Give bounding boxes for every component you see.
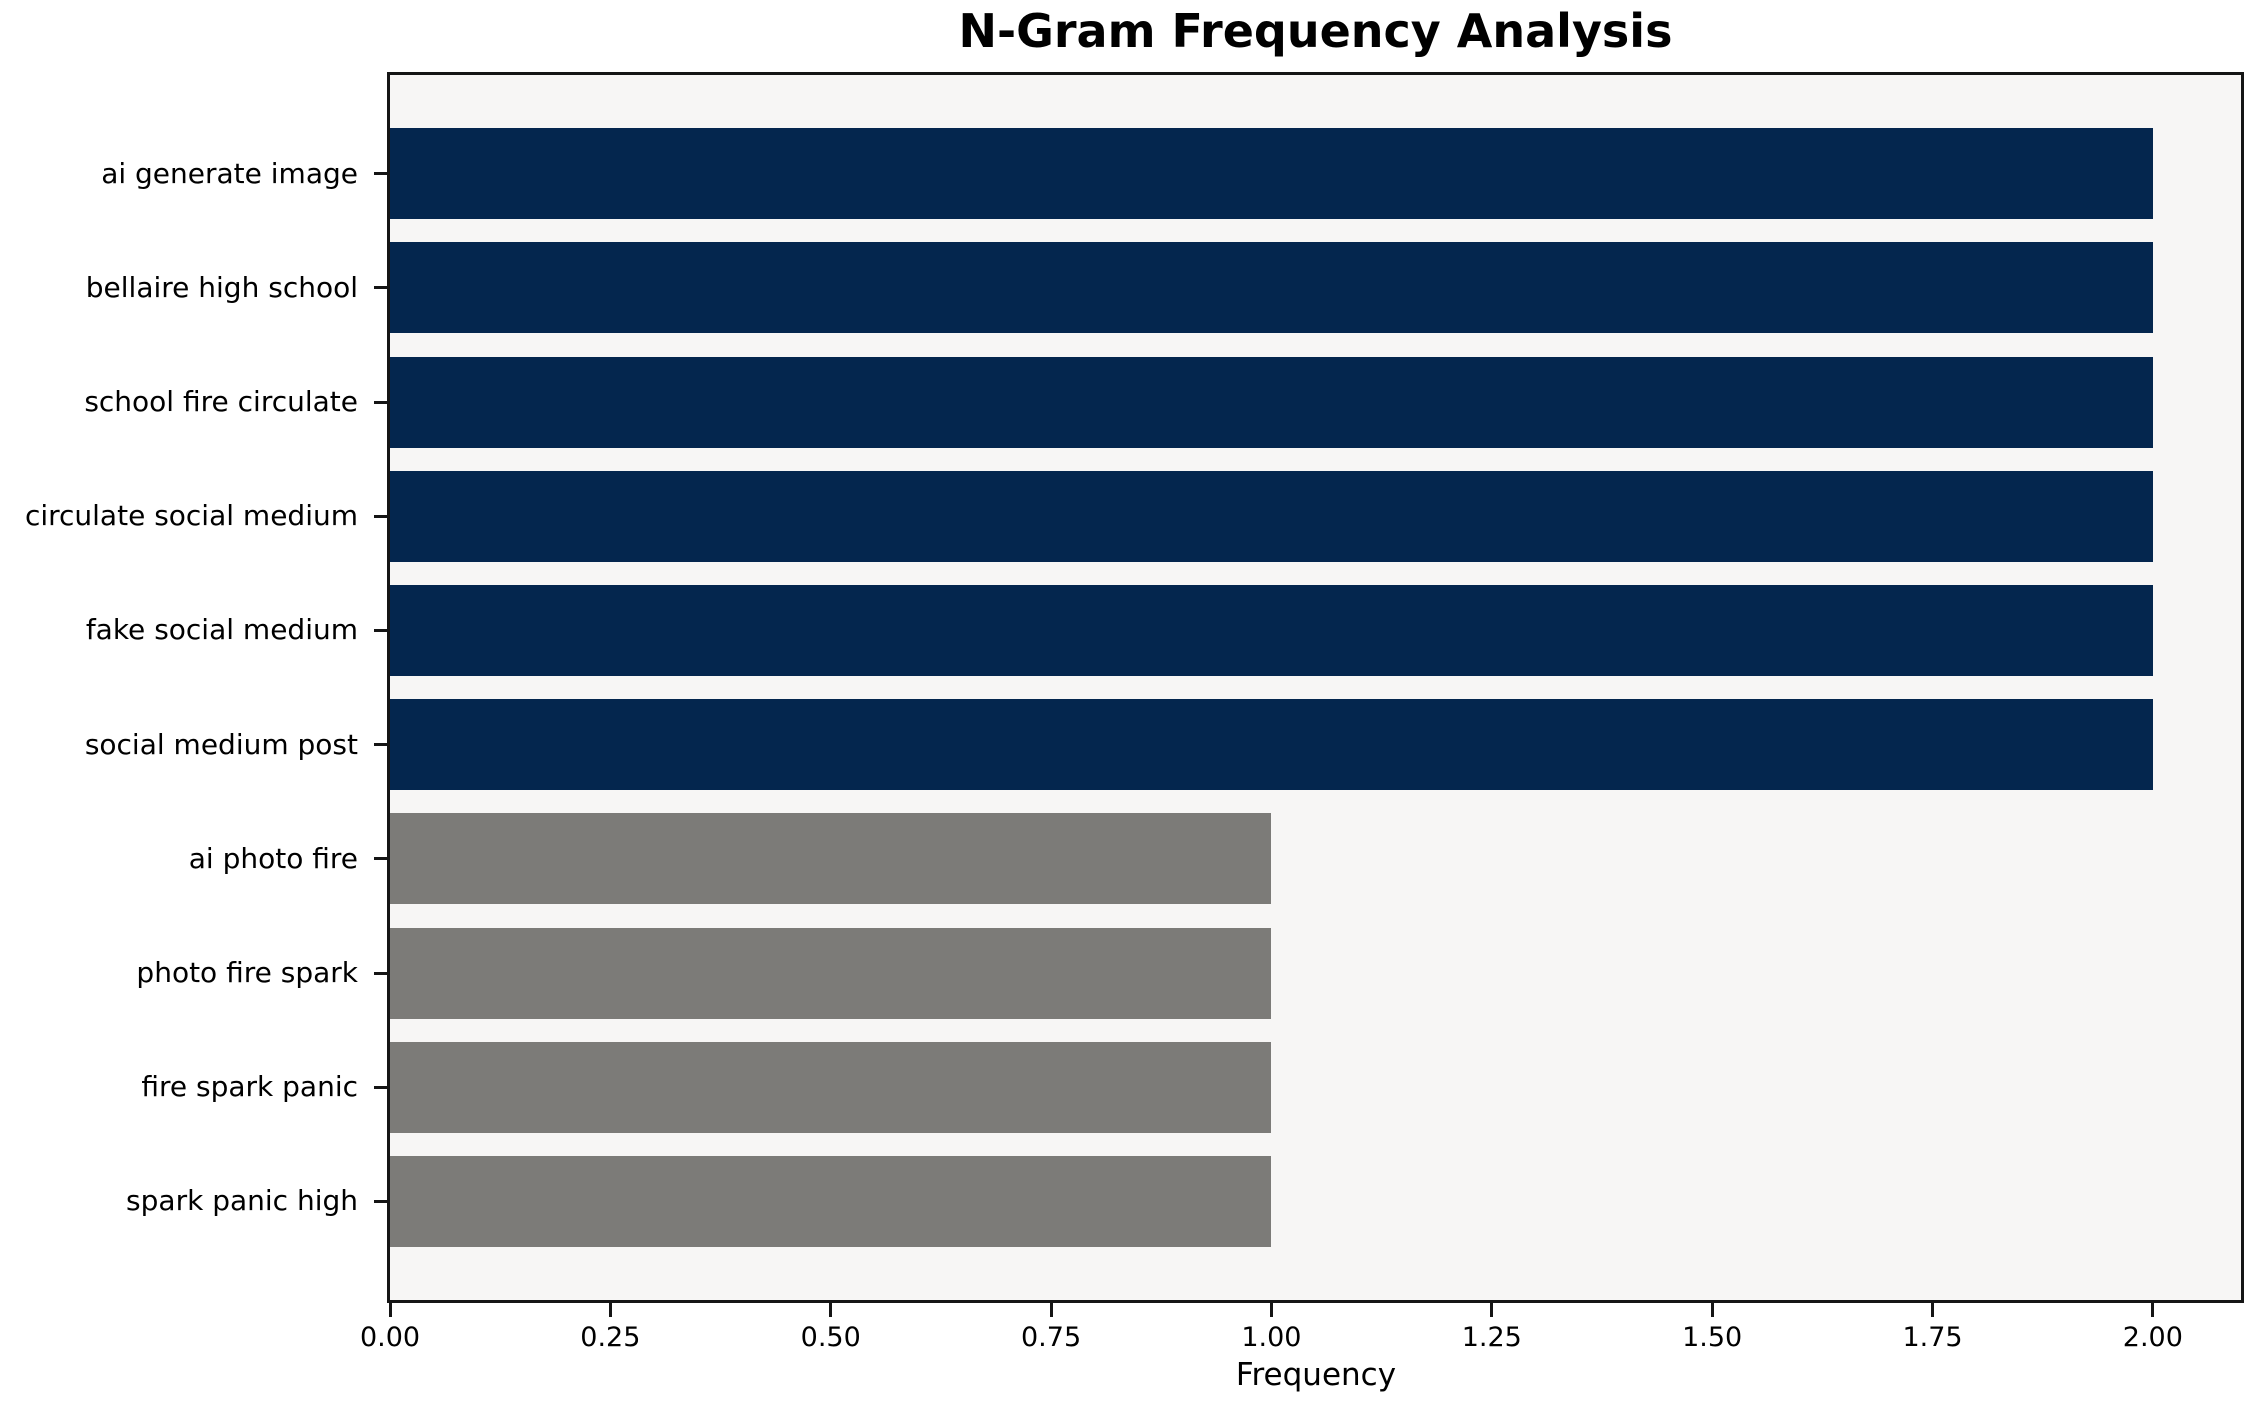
y-tick-label: fake social medium — [85, 613, 358, 647]
y-tick-label: photo fire spark — [136, 956, 358, 989]
bar-ai-generate-image — [390, 128, 2153, 220]
y-tick-mark — [374, 172, 387, 176]
bar-fire-spark-panic — [390, 1041, 1271, 1133]
plot-area — [387, 72, 2244, 1303]
y-tick-label: social medium post — [84, 727, 358, 761]
y-tick-label: school fire circulate — [84, 385, 358, 418]
bar-bellaire-high-school — [390, 242, 2153, 334]
bar-fake-social-medium — [390, 584, 2153, 676]
y-tick-label: fire spark panic — [141, 1070, 358, 1104]
x-tick-label: 0.50 — [800, 1322, 861, 1353]
y-tick-mark — [374, 1199, 387, 1203]
y-tick-mark — [374, 400, 387, 404]
y-tick-mark — [374, 1085, 387, 1089]
y-tick-label: spark panic high — [126, 1184, 358, 1218]
x-tick-label: 0.75 — [1021, 1322, 1082, 1353]
y-tick-label: ai generate image — [101, 156, 358, 190]
x-tick-label: 2.00 — [2122, 1322, 2183, 1353]
bar-photo-fire-spark — [390, 927, 1271, 1019]
x-tick-mark — [1269, 1303, 1273, 1317]
x-tick-mark — [1490, 1303, 1494, 1317]
y-tick-mark — [374, 286, 387, 290]
bar-spark-panic-high — [390, 1155, 1271, 1247]
bar-social-medium-post — [390, 699, 2153, 791]
bar-circulate-social-medium — [390, 470, 2153, 562]
x-tick-label: 0.00 — [359, 1322, 421, 1353]
x-tick-mark — [1049, 1303, 1053, 1317]
y-tick-mark — [374, 857, 387, 861]
x-tick-mark — [2151, 1303, 2155, 1317]
x-tick-label: 1.75 — [1902, 1322, 1963, 1353]
y-tick-mark — [374, 628, 387, 632]
x-tick-mark — [829, 1303, 833, 1317]
y-tick-label: circulate social medium — [24, 499, 358, 533]
x-tick-mark — [1710, 1303, 1714, 1317]
bar-ai-photo-fire — [390, 813, 1271, 905]
x-tick-mark — [608, 1303, 612, 1317]
x-tick-mark — [388, 1303, 392, 1317]
x-tick-label: 0.25 — [580, 1322, 641, 1353]
y-tick-mark — [374, 971, 387, 975]
chart-title: N-Gram Frequency Analysis — [958, 4, 1673, 58]
y-tick-mark — [374, 743, 387, 747]
x-tick-label: 1.00 — [1241, 1322, 1302, 1353]
y-tick-mark — [374, 514, 387, 518]
x-tick-mark — [1931, 1303, 1934, 1317]
y-tick-label: ai photo fire — [188, 841, 358, 875]
x-tick-label: 1.25 — [1461, 1322, 1522, 1353]
y-tick-label: bellaire high school — [85, 270, 358, 304]
x-axis-title: Frequency — [1235, 1357, 1397, 1393]
bar-school-fire-circulate — [390, 356, 2153, 448]
x-tick-label: 1.50 — [1682, 1322, 1743, 1353]
